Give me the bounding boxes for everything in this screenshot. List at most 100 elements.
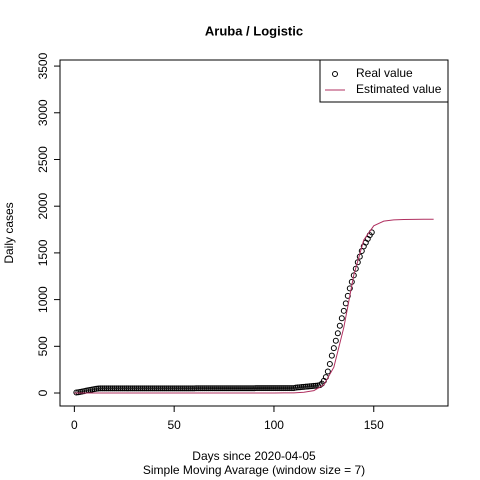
legend-label: Real value xyxy=(356,66,413,80)
point xyxy=(239,385,246,392)
point xyxy=(199,385,206,392)
point xyxy=(294,384,301,391)
y-tick-label: 1000 xyxy=(36,286,50,313)
y-tick-label: 1500 xyxy=(36,239,50,266)
point xyxy=(306,383,313,390)
x-axis-label: Days since 2020-04-05 xyxy=(192,449,316,463)
point xyxy=(258,385,265,392)
point xyxy=(109,385,116,392)
point xyxy=(137,385,144,392)
y-axis-label: Daily cases xyxy=(2,202,16,263)
point xyxy=(203,385,210,392)
y-tick-label: 2000 xyxy=(36,193,50,220)
point xyxy=(163,385,170,392)
point xyxy=(123,385,130,392)
point xyxy=(262,385,269,392)
point xyxy=(171,385,178,392)
point xyxy=(113,385,120,392)
plot-box xyxy=(59,59,449,407)
point xyxy=(296,384,303,391)
point xyxy=(300,383,307,390)
point xyxy=(235,385,242,392)
point xyxy=(117,385,124,392)
point xyxy=(101,385,108,392)
point xyxy=(209,385,216,392)
point xyxy=(328,352,335,359)
point xyxy=(245,385,252,392)
point xyxy=(326,361,333,368)
point xyxy=(229,385,236,392)
point xyxy=(191,385,198,392)
point xyxy=(183,385,190,392)
point xyxy=(312,382,319,389)
point xyxy=(211,385,218,392)
point xyxy=(282,385,289,392)
point xyxy=(223,385,230,392)
point xyxy=(145,385,152,392)
point xyxy=(276,385,283,392)
subtitle: Simple Moving Avarage (window size = 7) xyxy=(143,463,365,477)
point xyxy=(346,285,353,292)
point xyxy=(231,385,238,392)
point xyxy=(278,385,285,392)
x-tick-label: 150 xyxy=(364,418,384,432)
point xyxy=(105,385,112,392)
y-tick-label: 2500 xyxy=(36,146,50,173)
point xyxy=(103,385,110,392)
point xyxy=(133,385,140,392)
point xyxy=(143,385,150,392)
point xyxy=(153,385,160,392)
point xyxy=(292,384,299,391)
point xyxy=(288,385,295,392)
y-tick-label: 500 xyxy=(36,336,50,356)
chart-title: Aruba / Logistic xyxy=(205,23,303,38)
point xyxy=(195,385,202,392)
y-tick-label: 3000 xyxy=(36,99,50,126)
point xyxy=(334,330,341,337)
point xyxy=(161,385,168,392)
point xyxy=(177,385,184,392)
point xyxy=(324,368,331,375)
y-tick-label: 0 xyxy=(36,389,50,396)
point xyxy=(241,385,248,392)
point xyxy=(332,337,339,344)
point xyxy=(304,383,311,390)
point xyxy=(207,385,214,392)
point xyxy=(139,385,146,392)
point xyxy=(115,385,122,392)
point xyxy=(155,385,162,392)
point xyxy=(165,385,172,392)
x-tick-label: 50 xyxy=(167,418,181,432)
point xyxy=(217,385,224,392)
point xyxy=(173,385,180,392)
point xyxy=(157,385,164,392)
point xyxy=(215,385,222,392)
point xyxy=(342,300,349,307)
point xyxy=(270,385,277,392)
point xyxy=(189,385,196,392)
point xyxy=(141,385,148,392)
point xyxy=(268,385,275,392)
point xyxy=(310,382,317,389)
point xyxy=(338,315,345,322)
point xyxy=(187,385,194,392)
point xyxy=(227,385,234,392)
point xyxy=(111,385,118,392)
point xyxy=(185,385,192,392)
point xyxy=(175,385,182,392)
point xyxy=(254,385,261,392)
point xyxy=(131,385,138,392)
point xyxy=(93,385,100,392)
point xyxy=(97,385,104,392)
point xyxy=(260,385,267,392)
point xyxy=(193,385,200,392)
estimated-line xyxy=(74,218,434,394)
point xyxy=(125,385,132,392)
point xyxy=(286,385,293,392)
point xyxy=(201,385,208,392)
point xyxy=(167,385,174,392)
point xyxy=(272,385,279,392)
point xyxy=(266,385,273,392)
point xyxy=(95,385,102,392)
